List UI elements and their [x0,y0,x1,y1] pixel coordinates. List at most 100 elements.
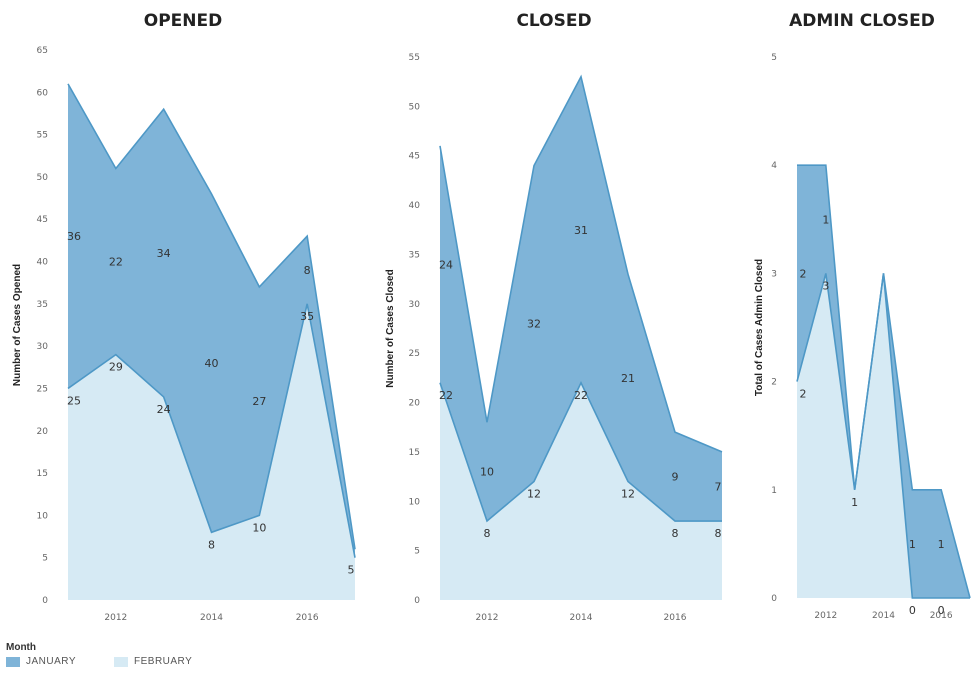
opened-y-tick-40: 40 [37,258,49,268]
opened-y-tick-65: 65 [37,46,48,56]
opened-january-label: 22 [109,256,123,269]
closed-january-area [440,76,722,522]
opened-y-tick-45: 45 [37,215,48,225]
closed-y-tick-30: 30 [409,300,421,310]
legend-label-february: FEBRUARY [134,656,193,667]
admin-closed-y-tick-1: 1 [771,486,777,496]
opened-y-tick-50: 50 [37,173,49,183]
closed-january-label: 24 [439,258,453,271]
admin-closed-january-label: 1 [822,213,829,226]
closed-january-label: 7 [715,480,722,493]
closed-february-label: 8 [672,527,679,540]
closed-chart-title: CLOSED [516,11,591,31]
opened-january-label: 27 [252,395,266,408]
legend-title: Month [6,642,36,653]
opened-x-tick-2012: 2012 [104,613,127,623]
opened-february-line [67,303,356,558]
opened-x-tick-2014: 2014 [200,613,223,623]
admin-closed-y-tick-5: 5 [771,53,777,63]
admin-closed-february-label: 0 [938,604,945,617]
closed-x-tick-2016: 2016 [664,613,687,623]
admin-closed-y-tick-2: 2 [771,378,777,388]
closed-y-tick-5: 5 [414,547,420,557]
closed-y-tick-10: 10 [409,497,421,507]
closed-y-tick-35: 35 [409,250,420,260]
admin-closed-february-area [797,273,970,598]
legend-swatch-february [114,656,128,667]
admin-closed-february-label: 0 [909,604,916,617]
opened-january-line [67,83,356,550]
opened-y-tick-20: 20 [37,427,49,437]
closed-february-label: 8 [715,527,722,540]
closed-january-label: 21 [621,372,635,385]
admin-closed-y-tick-4: 4 [771,161,777,171]
admin-closed-january-label: 1 [909,538,916,551]
opened-february-label: 25 [67,394,81,407]
opened-february-label: 35 [300,310,314,323]
closed-february-label: 22 [439,389,453,402]
closed-january-label: 10 [480,466,494,479]
closed-y-tick-55: 55 [409,53,420,63]
opened-y-tick-5: 5 [42,554,48,564]
admin-closed-y-tick-0: 0 [771,594,777,604]
opened-january-label: 8 [304,264,311,277]
admin-closed-january-label: 2 [800,267,807,280]
opened-y-tick-25: 25 [37,384,48,394]
admin-closed-x-tick-2012: 2012 [814,611,837,621]
opened-february-label: 24 [157,403,171,416]
closed-february-area [440,382,722,600]
admin-closed-chart-title: ADMIN CLOSED [789,11,935,31]
admin-closed-february-label: 3 [822,279,829,292]
opened-chart-title: OPENED [144,11,222,31]
opened-y-axis-label: Number of Cases Opened [12,264,23,386]
closed-february-label: 22 [574,389,588,402]
closed-january-line [439,74,723,453]
legend: Month JANUARY FEBRUARY [6,642,192,667]
closed-february-label: 12 [621,488,635,501]
opened-y-tick-15: 15 [37,469,48,479]
opened-january-label: 34 [157,247,171,260]
closed-y-tick-45: 45 [409,152,420,162]
opened-february-label: 5 [348,564,355,577]
admin-closed-february-label: 2 [800,388,807,401]
closed-y-tick-20: 20 [409,399,421,409]
opened-february-area [68,303,355,600]
admin-closed-x-tick-2016: 2016 [930,611,953,621]
closed-february-line [439,380,722,523]
closed-y-axis-label: Number of Cases Closed [385,269,396,387]
admin-closed-x-tick-2014: 2014 [872,611,895,621]
opened-x-tick-2016: 2016 [296,613,319,623]
closed-y-tick-25: 25 [409,349,420,359]
admin-closed-january-label: 1 [938,538,945,551]
opened-january-label: 40 [205,357,219,370]
opened-y-tick-35: 35 [37,300,48,310]
opened-y-tick-60: 60 [37,88,49,98]
closed-january-label: 32 [527,318,541,331]
closed-y-tick-15: 15 [409,448,420,458]
legend-label-january: JANUARY [26,656,76,667]
opened-y-tick-10: 10 [37,511,49,521]
legend-swatch-january [6,656,20,667]
opened-y-tick-55: 55 [37,131,48,141]
admin-closed-y-tick-3: 3 [771,269,777,279]
admin-closed-y-axis-label: Total of Cases Admin Closed [754,259,765,396]
admin-closed-february-label: 1 [851,496,858,509]
opened-february-label: 10 [252,521,266,534]
closed-y-tick-0: 0 [414,596,420,606]
closed-february-label: 8 [484,527,491,540]
closed-january-label: 31 [574,224,588,237]
closed-y-tick-50: 50 [409,102,421,112]
legend-item-january[interactable]: JANUARY [6,656,76,667]
opened-february-label: 8 [208,538,215,551]
opened-january-label: 36 [67,230,81,243]
opened-january-area [68,83,355,558]
closed-january-label: 9 [672,471,679,484]
legend-item-february[interactable]: FEBRUARY [114,656,192,667]
closed-y-tick-40: 40 [409,201,421,211]
closed-x-tick-2014: 2014 [570,613,593,623]
admin-closed-january-line [797,164,971,599]
closed-february-label: 12 [527,488,541,501]
closed-x-tick-2012: 2012 [476,613,499,623]
opened-y-tick-0: 0 [42,596,48,606]
